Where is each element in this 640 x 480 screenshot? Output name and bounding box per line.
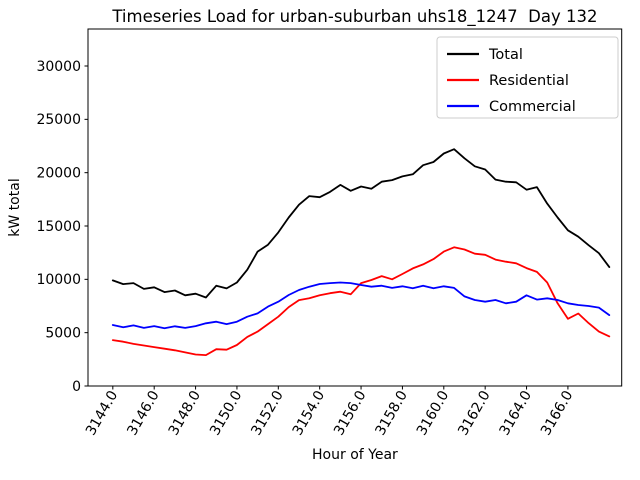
x-axis-ticks: 3144.0 3146.0 3148.0 3150.0 3152.0 3154.0 3156… (83, 386, 576, 438)
x-tick-label: 3160.0 (414, 388, 452, 438)
y-tick-label: 20000 (36, 165, 81, 181)
x-tick-label: 3166.0 (538, 388, 576, 438)
y-tick-label: 25000 (36, 112, 81, 128)
x-tick-label: 3154.0 (290, 388, 328, 438)
x-axis-label: Hour of Year (312, 447, 398, 463)
y-tick-label: 15000 (36, 219, 81, 235)
y-axis-ticks: 0 5000 10000 15000 20000 25000 30000 (36, 59, 88, 395)
x-tick-label: 3158.0 (373, 388, 411, 438)
legend-label-commercial: Commercial (489, 99, 576, 115)
plot-area (87, 28, 623, 387)
y-tick-label: 30000 (36, 59, 81, 75)
chart-title: Timeseries Load for urban-suburban uhs18… (111, 7, 597, 27)
x-tick-label: 3148.0 (166, 388, 204, 438)
y-tick-label: 10000 (36, 272, 81, 288)
series-line-residential (111, 246, 611, 357)
x-tick-label: 3152.0 (248, 388, 286, 438)
legend-label-total: Total (488, 47, 523, 63)
legend-frame (436, 36, 619, 119)
x-tick-label: 3144.0 (83, 388, 121, 438)
y-tick-label: 5000 (45, 325, 81, 341)
legend: Total Residential Commercial (436, 36, 619, 119)
series-lines (111, 148, 611, 357)
y-axis-label: kW total (7, 178, 23, 236)
y-tick-label: 0 (72, 379, 81, 395)
x-tick-label: 3164.0 (497, 388, 535, 438)
series-line-total (111, 148, 611, 299)
legend-label-residential: Residential (489, 73, 569, 89)
x-tick-label: 3156.0 (331, 388, 369, 438)
series-line-commercial (111, 281, 611, 330)
x-tick-label: 3150.0 (207, 388, 245, 438)
x-tick-label: 3162.0 (455, 388, 493, 438)
x-tick-label: 3146.0 (124, 388, 162, 438)
